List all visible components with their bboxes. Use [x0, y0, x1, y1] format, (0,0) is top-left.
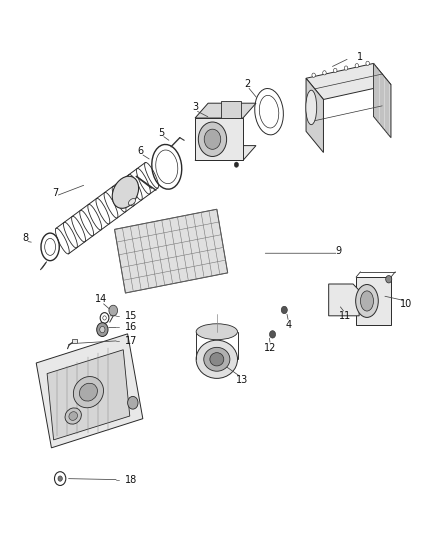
Text: 15: 15: [125, 311, 137, 321]
Circle shape: [100, 326, 105, 333]
Ellipse shape: [79, 383, 98, 401]
Circle shape: [281, 306, 287, 314]
Text: 17: 17: [125, 336, 137, 346]
Text: 10: 10: [400, 298, 412, 309]
Ellipse shape: [73, 376, 103, 408]
Text: 3: 3: [192, 102, 198, 112]
Circle shape: [333, 68, 337, 72]
Circle shape: [234, 162, 239, 167]
Circle shape: [323, 71, 326, 75]
Ellipse shape: [196, 324, 237, 340]
Ellipse shape: [128, 198, 135, 205]
Bar: [72, 338, 77, 343]
Ellipse shape: [198, 122, 226, 157]
Text: 9: 9: [336, 246, 342, 256]
Text: 13: 13: [236, 375, 248, 385]
Circle shape: [97, 322, 108, 336]
Ellipse shape: [204, 348, 230, 371]
Circle shape: [344, 66, 348, 70]
Text: 16: 16: [125, 322, 137, 333]
Polygon shape: [356, 277, 391, 325]
Text: 11: 11: [339, 311, 351, 321]
Circle shape: [109, 305, 117, 316]
Text: 8: 8: [22, 233, 28, 244]
Ellipse shape: [196, 340, 237, 378]
Ellipse shape: [204, 129, 221, 149]
Bar: [221, 101, 241, 118]
Ellipse shape: [210, 353, 224, 366]
Ellipse shape: [306, 90, 317, 125]
Circle shape: [366, 61, 369, 66]
Polygon shape: [306, 63, 391, 100]
Text: 1: 1: [357, 52, 364, 62]
Circle shape: [386, 276, 392, 283]
Polygon shape: [306, 78, 323, 152]
Circle shape: [355, 63, 359, 68]
Polygon shape: [195, 103, 256, 118]
Polygon shape: [115, 209, 228, 293]
Polygon shape: [374, 63, 391, 138]
Ellipse shape: [69, 411, 78, 421]
Text: 18: 18: [125, 475, 137, 484]
Text: 6: 6: [138, 146, 144, 156]
Ellipse shape: [356, 285, 378, 317]
Text: 2: 2: [244, 78, 251, 88]
Polygon shape: [195, 118, 243, 160]
Circle shape: [127, 397, 138, 409]
Ellipse shape: [65, 408, 81, 424]
Circle shape: [58, 476, 62, 481]
Text: 14: 14: [95, 294, 108, 304]
Ellipse shape: [360, 291, 374, 311]
Circle shape: [269, 330, 276, 338]
Text: 4: 4: [286, 320, 292, 330]
Text: 5: 5: [159, 128, 165, 138]
Circle shape: [312, 73, 315, 77]
Text: 12: 12: [264, 343, 276, 353]
Text: 7: 7: [53, 188, 59, 198]
Polygon shape: [47, 350, 130, 440]
Ellipse shape: [112, 176, 138, 208]
Polygon shape: [36, 334, 143, 448]
Polygon shape: [328, 284, 359, 316]
Polygon shape: [195, 146, 256, 160]
